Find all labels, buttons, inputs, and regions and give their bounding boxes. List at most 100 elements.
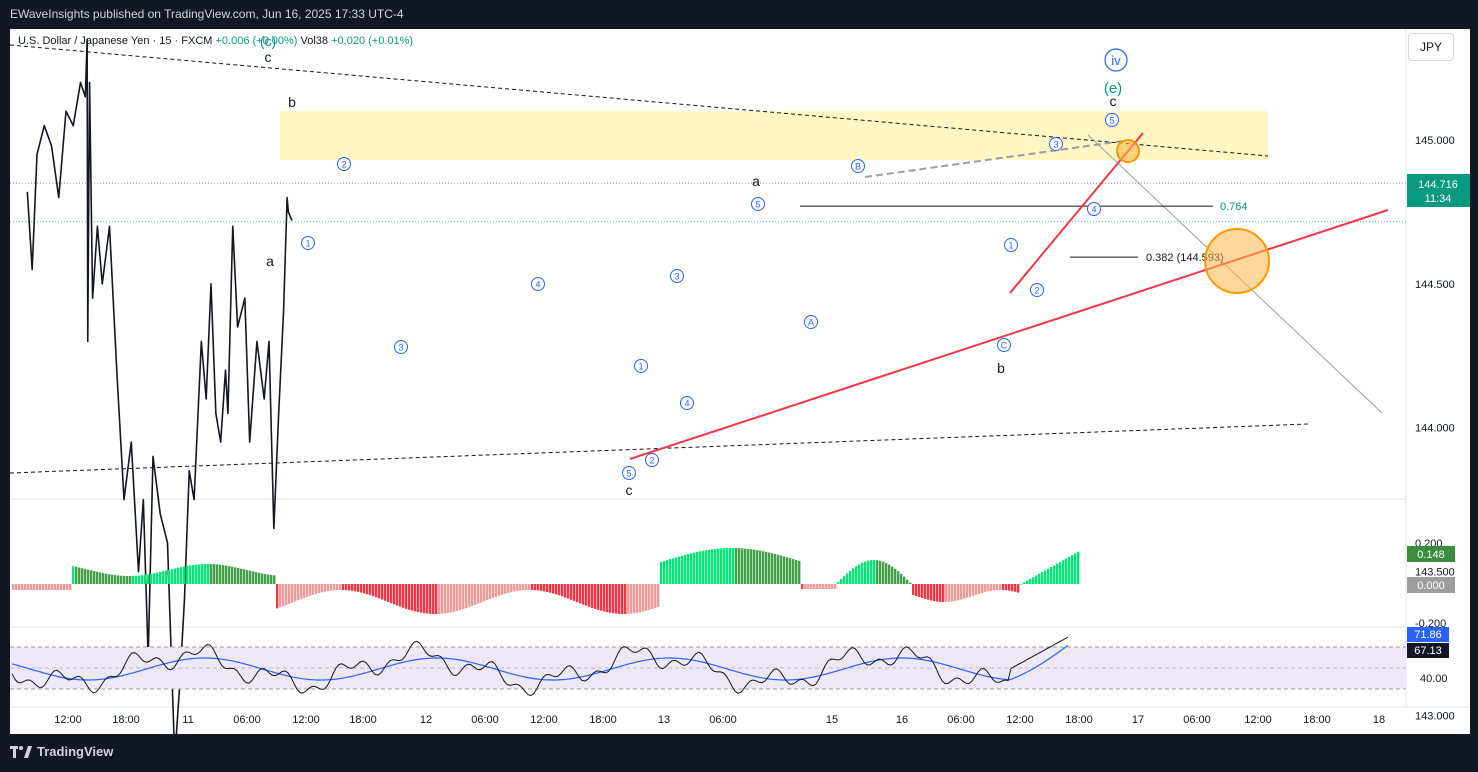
wave-label-circle xyxy=(337,157,351,171)
ao-histogram-bar xyxy=(18,584,21,590)
ao-histogram-bar xyxy=(795,560,798,584)
ao-histogram-bar xyxy=(213,564,216,584)
ao-histogram-bar xyxy=(933,584,936,602)
ao-histogram-bar xyxy=(357,584,360,592)
ao-histogram-bar xyxy=(1038,573,1041,584)
ao-histogram-bar xyxy=(864,561,867,584)
ao-histogram-bar xyxy=(483,584,486,602)
volume-change: +0.020 (+0.01%) xyxy=(331,35,414,47)
footer: TradingView xyxy=(0,734,1478,770)
rsi-ma-line xyxy=(11,644,1069,681)
ao-histogram-bar xyxy=(1068,556,1071,584)
ao-histogram-bar xyxy=(402,584,405,608)
ao-histogram-bar xyxy=(510,584,513,593)
ao-histogram-bar xyxy=(915,584,918,597)
ao-histogram-bar xyxy=(216,564,219,584)
ao-histogram-bar xyxy=(159,571,162,584)
price-axis-tick: 143.500 xyxy=(1415,567,1455,579)
ao-histogram-bar xyxy=(996,584,999,591)
ao-histogram-bar xyxy=(999,584,1002,591)
ao-histogram-bar xyxy=(318,584,321,594)
ao-histogram-bar xyxy=(132,575,135,584)
ao-histogram-bar xyxy=(765,551,768,584)
ao-histogram-bar xyxy=(852,568,855,584)
ao-histogram-bar xyxy=(654,584,657,609)
ao-histogram-bar xyxy=(954,584,957,601)
ao-histogram-bar xyxy=(111,574,114,584)
ao-histogram-bar xyxy=(87,569,90,584)
ao-histogram-bar xyxy=(348,584,351,591)
ao-histogram-bar xyxy=(534,584,537,591)
wave-label-circle xyxy=(634,359,648,373)
ao-histogram-bar xyxy=(930,584,933,601)
price-axis-tick: 143.000 xyxy=(1415,710,1455,722)
ao-histogram-bar xyxy=(708,549,711,584)
ao-histogram-bar xyxy=(531,584,534,591)
price-axis-tick: 144.000 xyxy=(1415,423,1455,435)
wave-label-circle xyxy=(680,396,694,410)
time-axis-tick: 06:00 xyxy=(1183,714,1211,726)
ao-histogram-bar xyxy=(1053,565,1056,584)
ao-histogram-bar xyxy=(546,584,549,593)
ao-histogram-bar xyxy=(717,548,720,584)
ao-histogram-bar xyxy=(165,570,168,584)
ao-histogram-bar xyxy=(900,573,903,584)
ao-histogram-bar xyxy=(90,570,93,584)
ao-histogram-bar xyxy=(219,564,222,584)
ao-histogram-bar xyxy=(639,584,642,613)
time-axis-tick: 12:00 xyxy=(54,714,82,726)
wave-label-iv-circle xyxy=(1104,48,1128,72)
rsi-value-tag xyxy=(1407,627,1449,642)
wave-label-circle xyxy=(1049,137,1063,151)
tradingview-logo[interactable]: TradingView xyxy=(0,734,113,770)
ao-histogram-bar xyxy=(978,584,981,594)
ao-histogram-bar xyxy=(813,584,816,589)
ao-histogram-bar xyxy=(570,584,573,600)
wave-letter-label: c xyxy=(265,49,272,65)
ao-zero-label: 0.000 xyxy=(1417,580,1445,592)
wave-label-text: 5 xyxy=(1109,116,1114,126)
ao-histogram-bar xyxy=(1062,560,1065,584)
ao-histogram-bar xyxy=(903,576,906,584)
ao-histogram-bar xyxy=(45,584,48,590)
ao-histogram-bar xyxy=(264,574,267,584)
ao-histogram-bar xyxy=(594,584,597,609)
ao-histogram-bar xyxy=(492,584,495,598)
wave-letter-label: a xyxy=(266,253,274,269)
ao-histogram-bar xyxy=(969,584,972,597)
ao-histogram-bar xyxy=(579,584,582,604)
ao-histogram-bar xyxy=(66,584,69,590)
ao-histogram-bar xyxy=(630,584,633,614)
ao-histogram-bar xyxy=(282,584,285,607)
wave-label-text: 3 xyxy=(1053,140,1058,150)
ao-histogram-bar xyxy=(117,575,120,584)
ao-histogram-bar xyxy=(240,568,243,584)
ao-histogram-bar xyxy=(873,560,876,584)
ao-histogram-bar xyxy=(339,584,342,591)
symbol-legend: U.S. Dollar / Japanese Yen · 15 · FXCM +… xyxy=(18,35,413,47)
ao-histogram-bar xyxy=(1029,578,1032,584)
ao-histogram-bar xyxy=(750,549,753,584)
wave-label-circle xyxy=(751,197,765,211)
ao-histogram-bar xyxy=(270,574,273,584)
ao-histogram-bar xyxy=(198,564,201,584)
ao-histogram-bar xyxy=(105,573,108,584)
ao-histogram-bar xyxy=(825,584,828,589)
wave-label-text: 3 xyxy=(674,272,679,282)
ao-histogram-bar xyxy=(336,584,339,591)
time-axis-tick: 18:00 xyxy=(112,714,140,726)
ao-histogram-bar xyxy=(465,584,468,609)
currency-button[interactable]: JPY xyxy=(1408,33,1454,61)
wave-label-text: 2 xyxy=(1034,286,1039,296)
ao-histogram-bar xyxy=(120,575,123,584)
ao-histogram-bar xyxy=(69,584,72,590)
time-axis-tick: 11 xyxy=(182,714,193,726)
ao-histogram-bar xyxy=(327,584,330,592)
rsi-axis-tick: 40.00 xyxy=(1420,673,1448,685)
ao-histogram-bar xyxy=(162,571,165,584)
ao-histogram-bar xyxy=(297,584,300,601)
ao-histogram-bar xyxy=(942,584,945,602)
ao-histogram-bar xyxy=(243,569,246,584)
